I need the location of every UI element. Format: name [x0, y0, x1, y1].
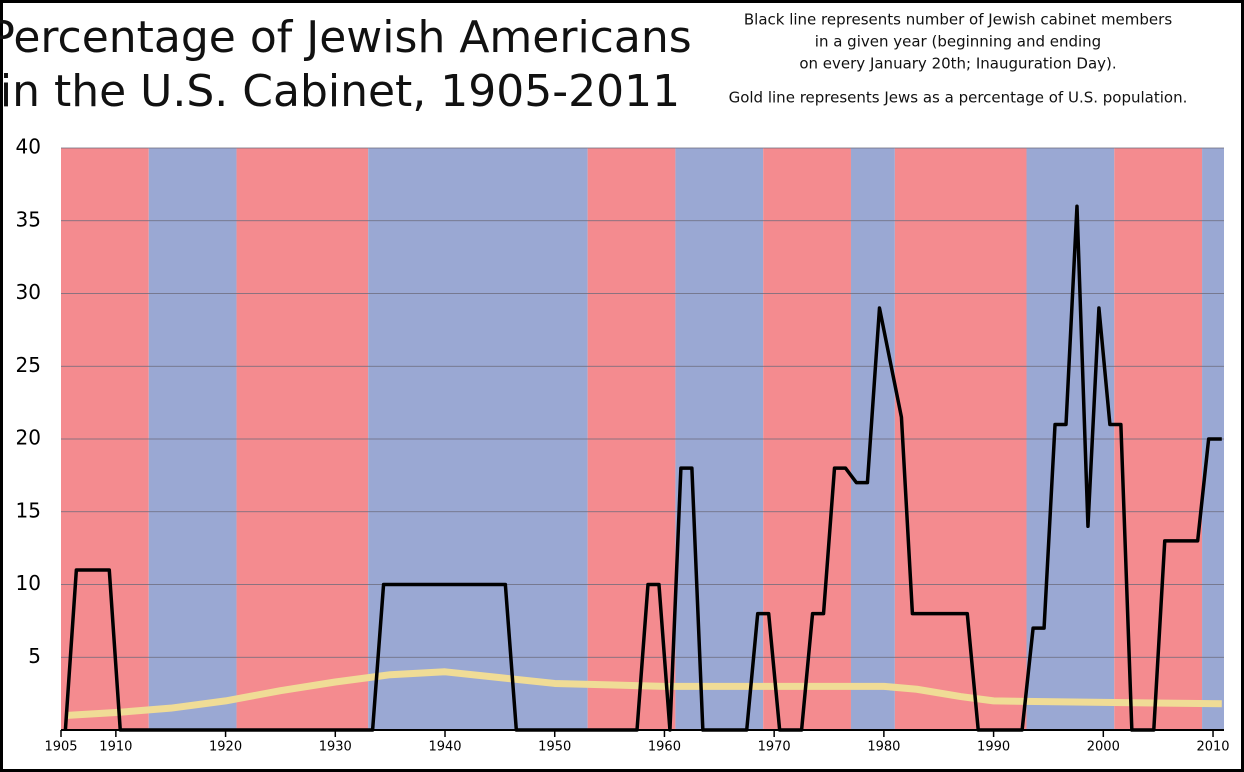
y-tick-label: 20 [16, 426, 41, 450]
x-tick-label: 1910 [99, 740, 132, 755]
y-tick-label: 35 [16, 207, 41, 231]
y-tick-label: 40 [16, 135, 41, 159]
y-tick-label: 10 [16, 571, 41, 595]
x-tick-label: 1950 [538, 740, 571, 755]
x-tick-label: 2000 [1087, 740, 1120, 755]
x-tick-label: 1920 [209, 740, 242, 755]
axes: 5 10 15 20 25 30 35 40 1905 1910 1920 1930 1940 1950 1… [16, 135, 1230, 755]
x-tick-label: 1930 [319, 740, 352, 755]
chart-title: in the U.S. Cabinet, 1905-2011 [0, 66, 680, 117]
grid [61, 147, 1224, 658]
x-tick-label: 1960 [648, 740, 681, 755]
chart-title: Percentage of Jewish Americans [0, 12, 692, 63]
note: in a given year (beginning and ending [815, 33, 1101, 51]
note: Gold line represents Jews as a percentag… [729, 89, 1188, 107]
x-tick-label: 1980 [867, 740, 900, 755]
x-tick-label: 1905 [44, 740, 77, 755]
x-tick-label: 1990 [977, 740, 1010, 755]
y-tick-label: 25 [16, 353, 41, 377]
data-line [65, 668, 1222, 719]
x-tick-label: 1940 [428, 740, 461, 755]
note: Black line represents number of Jewish c… [744, 11, 1172, 29]
x-tick-label: 2010 [1196, 740, 1229, 755]
y-tick-label: 30 [16, 280, 41, 304]
note: on every January 20th; Inauguration Day)… [799, 55, 1116, 73]
y-tick-label: 15 [16, 498, 41, 522]
x-tick-label: 1970 [758, 740, 791, 755]
y-tick-label: 5 [28, 644, 41, 668]
